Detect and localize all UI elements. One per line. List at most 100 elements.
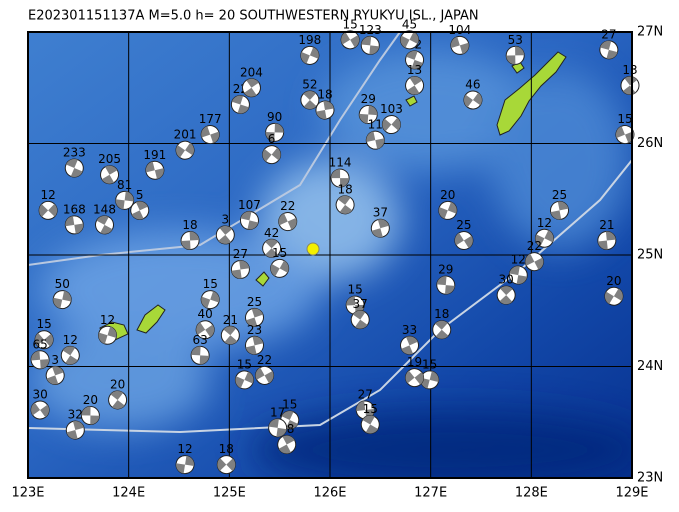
focal-mechanism [400,30,420,50]
beachball-compression [401,336,418,355]
beachball-compression [218,225,233,244]
beachball-compression [450,36,469,54]
beachball-compression [217,458,236,472]
depth-label: 15 [348,283,363,297]
focal-mechanism [65,420,85,440]
focal-mechanism [350,310,370,330]
focal-mechanism [108,390,128,410]
focal-mechanism [64,215,84,235]
focal-mechanism [34,330,54,350]
focal-mechanism [180,231,200,251]
depth-label: 30 [32,387,47,401]
beachball-compression [53,290,72,309]
beachball-compression [278,435,295,454]
focal-mechanism [95,215,115,235]
beachball-compression [46,366,64,385]
focal-mechanism [130,200,150,220]
depth-label: 32 [68,408,83,422]
depth-label: 103 [380,102,403,116]
focal-mechanism [145,160,165,180]
depth-label: 15 [237,357,252,371]
focal-mechanism [239,210,259,230]
focal-mechanism [265,122,285,142]
focal-mechanism [615,125,635,145]
focal-mechanism [277,435,297,455]
beachball-compression [265,123,284,142]
beachball-compression [245,336,264,355]
beachball-compression [331,169,350,188]
focal-mechanism [30,350,50,370]
map-frame [27,31,633,479]
focal-mechanism [215,225,235,245]
x-tick-label: 126E [313,486,346,501]
beachball-compression [303,91,317,110]
beachball-compression [115,191,134,210]
beachball-compression [499,286,513,305]
focal-mechanism [100,165,120,185]
focal-mechanism [315,100,335,120]
focal-mechanism [360,414,380,434]
focal-mechanism [370,218,390,238]
depth-label: 17 [270,405,285,419]
beachball-compression [62,346,78,365]
beachball-compression [406,50,424,69]
depth-label: 21 [599,218,614,232]
epicenter [306,242,320,256]
beachball-compression [262,147,281,162]
events: 1141837202529182512221230212015271353461… [30,17,640,475]
beachball-compression [400,31,419,48]
depth-label: 18 [337,182,352,196]
depth-label: 205 [98,152,121,166]
beachball-compression [110,391,125,409]
focal-mechanism [508,265,528,285]
beachball-compression [268,418,287,437]
focal-mechanism [200,290,220,310]
depth-label: 198 [298,33,321,47]
depth-label: 12 [40,188,55,202]
focal-mechanism [195,320,215,340]
focal-mechanism [505,45,525,65]
depth-label: 25 [552,188,567,202]
depth-label: 123 [359,23,382,37]
depth-label: 204 [240,65,263,79]
depth-label: 5 [136,188,144,202]
depth-label: 15 [617,112,632,126]
beachball-compression [231,260,250,279]
depth-label: 40 [198,307,213,321]
depth-label: 19 [407,355,422,369]
beachball-compression [600,40,618,59]
depth-label: 18 [182,218,197,232]
beachball-compression [525,253,544,270]
beachball-compression [191,346,210,365]
depth-label: 15 [203,277,218,291]
x-tick-label: 124E [112,486,145,501]
depth-label: 15 [272,246,287,260]
beachball-compression [550,201,569,220]
beachball-compression [337,195,353,214]
beachball-compression [35,332,54,347]
focal-mechanism [400,335,420,355]
depth-label: 22 [280,199,295,213]
depth-label: 12 [537,216,552,230]
depth-label: 46 [465,78,480,92]
beachball-compression [31,350,50,369]
depth-label: 27 [601,27,616,41]
depth-label: 21 [223,313,238,327]
beachball-compression [622,76,638,95]
depth-label: 22 [257,353,272,367]
focal-mechanism [534,228,554,248]
beachball-compression [201,126,220,144]
focal-mechanism [278,212,298,232]
depth-label: 12 [511,253,526,267]
depth-label: 22 [527,239,542,253]
depth-label: 37 [353,297,368,311]
beachball-compression [223,326,238,345]
focal-mechanism [438,200,458,220]
depth-label: 11 [368,118,383,132]
depth-label: 3 [221,212,229,226]
depth-label: 29 [438,263,453,277]
depth-label: 12 [177,442,192,456]
map-title: E202301151137A M=5.0 h= 20 SOUTHWESTERN … [28,9,479,24]
depth-label: 50 [55,277,70,291]
